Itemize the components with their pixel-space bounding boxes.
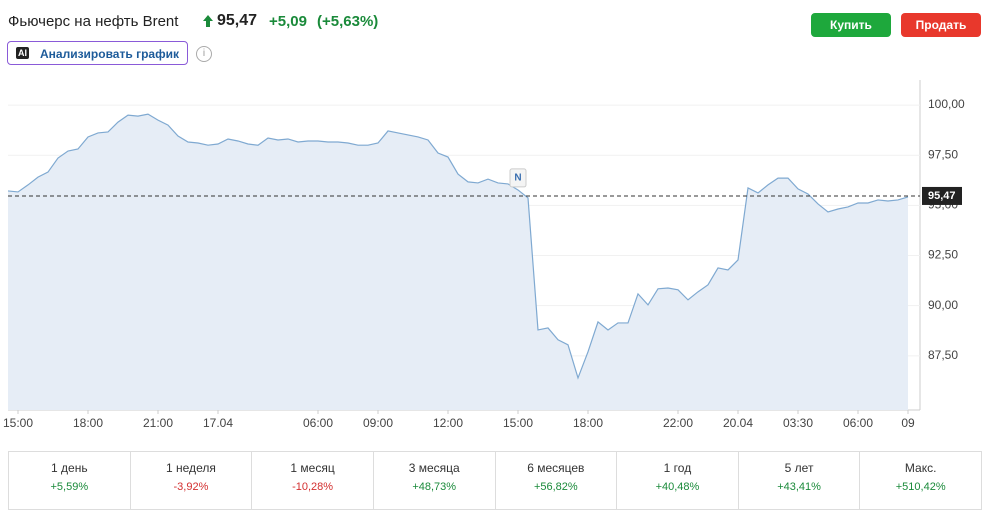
x-tick-label: 06:00	[843, 416, 873, 430]
x-tick-label: 15:00	[3, 416, 33, 430]
y-tick-label: 100,00	[928, 97, 965, 111]
x-tick-label: 15:00	[503, 416, 533, 430]
period-change: +510,42%	[895, 481, 946, 493]
x-tick-label: 20.04	[723, 416, 753, 430]
period-name: 1 год	[663, 461, 692, 475]
y-tick-label: 90,00	[928, 298, 958, 312]
price-line	[7, 113, 909, 380]
x-tick-label: 03:30	[783, 416, 813, 430]
last-price-box	[922, 186, 962, 205]
x-tick-label: 21:00	[143, 416, 173, 430]
period-cell[interactable]: 1 неделя -3,92%	[129, 452, 252, 509]
x-tick-label: 06:00	[303, 416, 333, 430]
period-cell[interactable]: 6 месяцев +56,82%	[494, 452, 617, 509]
annotation-box	[509, 168, 527, 188]
up-arrow	[203, 15, 213, 27]
period-cell[interactable]: 1 год +40,48%	[616, 452, 738, 509]
buy-button[interactable]: Купить	[811, 13, 891, 37]
period-name: 5 лет	[784, 461, 814, 475]
last-price-label: 95,47	[928, 190, 956, 202]
period-name: 3 месяца	[408, 461, 460, 475]
analyze-button[interactable]: AI Анализировать график	[7, 41, 188, 65]
y-tick-label: 87,50	[928, 348, 958, 362]
area	[8, 114, 908, 411]
period-change: +40,48%	[655, 481, 700, 493]
period-cell[interactable]: 3 месяца +48,73%	[372, 452, 495, 509]
period-bar: 1 день +5,59% 1 неделя -3,92% 1 месяц -10,28%…	[8, 451, 982, 510]
chart: 87,5090,0092,5095,0097,50100,00Investing…	[3, 80, 965, 430]
period-change: +5,59%	[50, 481, 89, 493]
period-cell[interactable]: 5 лет +43,41%	[737, 452, 860, 509]
change-pct: (+5,63%)	[317, 13, 379, 30]
change: +5,09	[269, 13, 307, 30]
period-name: Макс.	[904, 461, 937, 475]
analyze-label: Анализировать график	[40, 47, 179, 61]
info-icon[interactable]: i	[196, 46, 212, 62]
title: Фьючерс на нефть Brent	[8, 13, 179, 30]
x-tick-label: 12:00	[433, 416, 463, 430]
x-tick-label: 17.04	[203, 416, 233, 430]
y-tick-label: 97,50	[928, 147, 958, 161]
period-change: +48,73%	[412, 481, 457, 493]
period-change: -10,28%	[292, 481, 334, 493]
x-tick-label: 09:00	[363, 416, 393, 430]
x-tick-label: 18:00	[573, 416, 603, 430]
price: 95,47	[217, 12, 258, 29]
period-name: 1 неделя	[166, 461, 216, 475]
period-name: 1 день	[51, 461, 88, 475]
sell-button[interactable]: Продать	[901, 13, 981, 37]
period-cell[interactable]: 1 месяц -10,28%	[251, 452, 373, 509]
x-tick-label: 09	[901, 416, 915, 430]
period-change: +43,41%	[777, 481, 821, 493]
period-name: 1 месяц	[290, 461, 335, 475]
annotation: N	[514, 173, 521, 184]
period-change: +56,82%	[533, 481, 578, 493]
ai-badge: AI	[16, 47, 29, 59]
y-tick-label: 92,50	[928, 248, 958, 262]
x-tick-label: 22:00	[663, 416, 693, 430]
period-cell[interactable]: 1 день +5,59%	[9, 452, 130, 509]
period-name: 6 месяцев	[527, 461, 585, 475]
period-cell[interactable]: Макс. +510,42%	[859, 452, 981, 509]
period-change: -3,92%	[173, 481, 209, 493]
x-tick-label: 18:00	[73, 416, 103, 430]
